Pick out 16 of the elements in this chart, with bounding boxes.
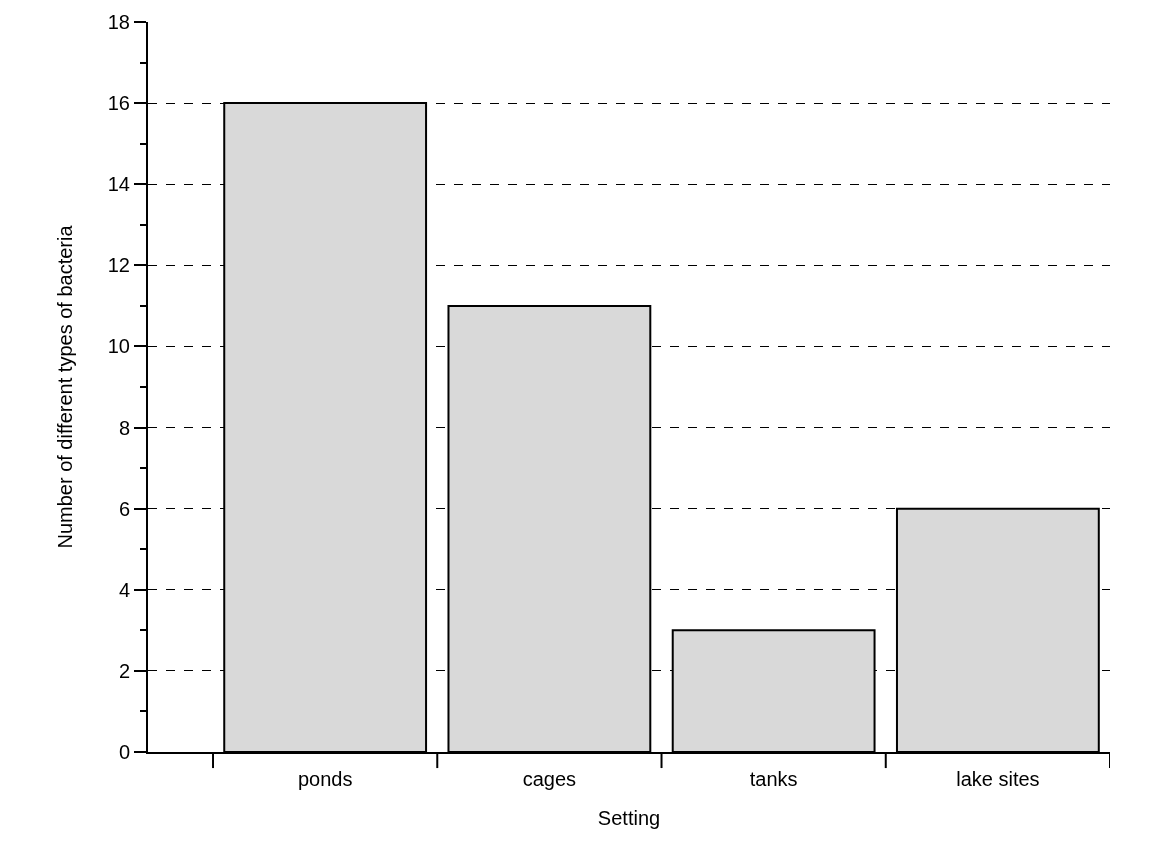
x-tick-label: cages bbox=[522, 768, 577, 790]
y-axis-title: Number of different types of bacteria bbox=[53, 224, 76, 549]
x-tick-label: tanks bbox=[749, 768, 798, 790]
y-tick-label: 14 bbox=[107, 173, 130, 196]
y-tick-label: 4 bbox=[118, 578, 130, 601]
x-tick-label: lake sites bbox=[956, 768, 1040, 790]
x-axis-title: Setting bbox=[597, 807, 661, 829]
y-tick-label: 12 bbox=[107, 254, 130, 277]
y-tick-label: 6 bbox=[118, 497, 130, 520]
x-tick-label: ponds bbox=[297, 768, 353, 790]
y-tick-label: 8 bbox=[118, 416, 130, 439]
y-tick-label: 16 bbox=[107, 92, 130, 115]
y-tick-label: 2 bbox=[118, 659, 130, 682]
y-tick-label: 10 bbox=[107, 335, 130, 358]
y-tick-label: 0 bbox=[118, 741, 130, 763]
y-tick-label: 18 bbox=[107, 11, 130, 33]
